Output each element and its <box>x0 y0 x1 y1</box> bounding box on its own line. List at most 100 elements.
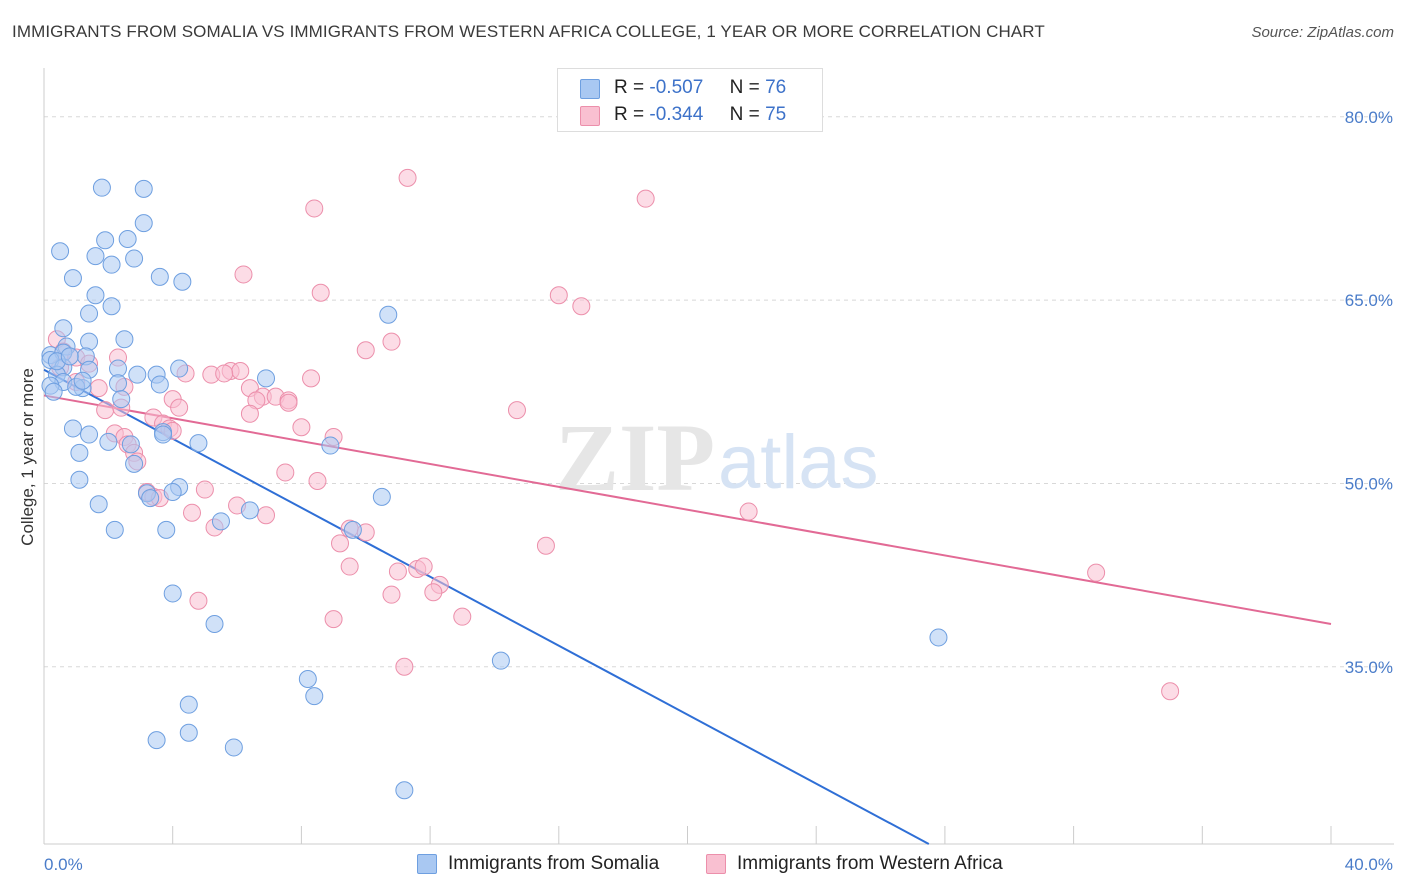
western-africa-point <box>89 379 108 398</box>
western-africa-point <box>305 199 324 218</box>
somalia-point <box>63 419 82 438</box>
somalia-point <box>491 651 510 670</box>
somalia-point <box>305 687 324 706</box>
western-africa-point <box>240 404 259 423</box>
trend-line-somalia <box>43 368 930 845</box>
somalia-point <box>80 425 99 444</box>
western-africa-point <box>276 463 295 482</box>
x-tick-label: 40.0% <box>1345 855 1393 874</box>
somalia-point <box>141 489 160 508</box>
western-africa-point <box>453 607 472 626</box>
somalia-point <box>179 723 198 742</box>
somalia-point <box>163 483 182 501</box>
somalia-point <box>70 443 89 462</box>
somalia-point <box>240 501 259 520</box>
somalia-point <box>154 425 173 444</box>
trend-lines <box>43 368 1332 845</box>
somalia-point <box>150 267 169 286</box>
somalia-point <box>134 214 153 233</box>
western-africa-point <box>96 401 115 420</box>
somalia-point <box>63 269 82 288</box>
western-africa-point <box>311 283 330 302</box>
western-africa-point <box>382 585 401 604</box>
legend-swatch-somalia <box>580 79 600 99</box>
somalia-point <box>73 371 92 390</box>
x-tick-label: 0.0% <box>44 855 83 874</box>
legend-n-value-western-africa: 75 <box>765 104 787 125</box>
somalia-point <box>89 495 108 514</box>
western-africa-point <box>234 265 253 284</box>
legend-swatch-western-africa <box>580 106 600 126</box>
somalia-point <box>205 615 224 633</box>
somalia-point <box>150 375 169 394</box>
trend-line-western-africa <box>43 394 1332 625</box>
chart-title: IMMIGRANTS FROM SOMALIA VS IMMIGRANTS FR… <box>12 22 1045 41</box>
somalia-point <box>51 242 70 261</box>
somalia-point <box>163 584 182 603</box>
somalia-point <box>96 231 115 250</box>
somalia-point <box>118 230 137 248</box>
source-label: Source: ZipAtlas.com <box>1251 24 1394 41</box>
somalia-point <box>179 695 198 714</box>
western-africa-point <box>308 472 327 490</box>
legend-r-label: R = <box>614 104 645 125</box>
y-tick-label: 65.0% <box>1345 291 1393 310</box>
western-africa-point <box>739 502 758 521</box>
somalia-point <box>170 359 189 378</box>
somalia-point <box>121 435 140 454</box>
legend-n-value-somalia: 76 <box>765 77 787 98</box>
somalia-point <box>372 487 391 506</box>
western-africa-point <box>183 503 202 522</box>
somalia-point <box>343 520 362 539</box>
western-africa-point <box>231 362 250 380</box>
somalia-point <box>60 347 79 366</box>
somalia-point <box>128 365 147 384</box>
somalia-point <box>102 255 121 274</box>
series-label-western-africa: Immigrants from Western Africa <box>737 853 1003 874</box>
western-africa-point <box>549 286 568 305</box>
western-africa-point <box>395 657 414 676</box>
somalia-point <box>395 781 414 800</box>
western-africa-point <box>170 398 189 417</box>
somalia-point <box>298 670 317 688</box>
western-africa-point <box>1087 563 1106 582</box>
series-swatch-western-africa <box>706 854 726 874</box>
data-points <box>41 168 1180 800</box>
legend-r-label: R = <box>614 77 645 98</box>
somalia-point <box>109 374 128 393</box>
y-axis-title: College, 1 year or more <box>18 368 37 546</box>
somalia-point <box>70 470 89 489</box>
y-tick-label: 35.0% <box>1345 658 1393 677</box>
somalia-point <box>92 178 111 197</box>
somalia-point <box>44 382 63 401</box>
western-africa-point <box>414 557 433 576</box>
somalia-point <box>321 436 340 455</box>
somalia-point <box>86 247 105 266</box>
y-tick-label: 80.0% <box>1345 108 1393 127</box>
western-africa-point <box>215 364 234 383</box>
western-africa-point <box>340 557 359 576</box>
correlation-legend: R = -0.507 N = 76 R = -0.344 N = 75 <box>557 68 823 132</box>
somalia-point <box>112 390 131 409</box>
somalia-point <box>115 330 134 349</box>
somalia-point <box>147 731 166 750</box>
western-africa-point <box>636 189 655 208</box>
somalia-point <box>86 286 105 305</box>
watermark: ZIP atlas <box>555 404 879 511</box>
western-africa-point <box>424 583 443 602</box>
somalia-point <box>257 369 276 388</box>
series-swatch-somalia <box>417 854 437 874</box>
western-africa-point <box>331 534 350 553</box>
somalia-point <box>189 434 208 453</box>
somalia-point <box>173 272 192 291</box>
western-africa-point <box>279 393 298 412</box>
western-africa-point <box>398 168 417 187</box>
somalia-point <box>80 332 99 351</box>
western-africa-point <box>507 401 526 420</box>
series-legend: Immigrants from Somalia Immigrants from … <box>0 852 1406 878</box>
somalia-point <box>99 432 118 451</box>
western-africa-point <box>292 418 311 437</box>
western-africa-point <box>388 562 407 581</box>
western-africa-point <box>257 506 276 525</box>
